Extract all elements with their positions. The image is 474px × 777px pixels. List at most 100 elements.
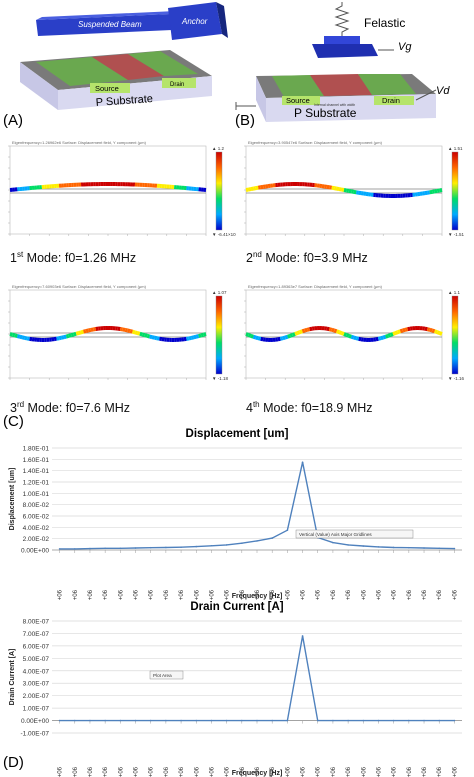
anchor-label: Anchor <box>181 17 208 26</box>
y-tick-label: 1.00E-01 <box>23 491 50 498</box>
x-tick-label: 1.44E+06 <box>376 766 382 777</box>
anchor-block <box>168 2 222 40</box>
x-tick-label: 1.45E+06 <box>437 589 443 600</box>
mode-shape-segment <box>257 336 262 341</box>
data-point <box>256 719 258 722</box>
layer-note: Internal channel with width <box>314 103 355 107</box>
x-axis-label: Frequency [Hz] <box>232 593 283 600</box>
mode-shape-segment <box>247 333 252 338</box>
mode-ordinal: 4 <box>246 401 253 416</box>
x-tick-label: 1.40E+06 <box>73 589 79 600</box>
mode-shape-segment <box>136 331 141 336</box>
mode-shape-segment <box>328 327 333 332</box>
x-tick-label: 1.41E+06 <box>164 766 170 777</box>
x-tick-label: 1.43E+06 <box>285 766 291 777</box>
x-tick-label: 1.45E+06 <box>437 766 443 777</box>
mode-shape-segment <box>296 330 301 335</box>
x-tick-label: 1.43E+06 <box>301 766 307 777</box>
data-point <box>180 719 182 722</box>
mode-shape-segment <box>85 328 89 334</box>
mode-shape-segment <box>200 332 205 338</box>
mode-shape-segment <box>380 335 384 341</box>
y-tick-label: -1.00E-07 <box>20 731 49 738</box>
data-point <box>453 547 456 550</box>
mode-shape-segment <box>68 333 72 338</box>
data-point <box>423 719 425 722</box>
displacement-chart-title: Displacement [um] <box>185 428 289 440</box>
data-point <box>149 546 152 549</box>
x-tick-label: 1.42E+06 <box>270 589 276 600</box>
mode-shape-segment <box>394 330 399 335</box>
substrate-label-b: P Substrate <box>294 106 357 120</box>
x-tick-label: 1.41E+06 <box>149 766 155 777</box>
x-tick-label: 1.40E+06 <box>58 589 64 600</box>
mode-shape-segment <box>151 335 156 340</box>
y-tick-label: 4.00E-07 <box>23 668 50 675</box>
x-tick-label: 1.44E+06 <box>407 589 413 600</box>
data-point <box>195 545 198 548</box>
mode-shape-segment <box>397 329 402 335</box>
mode-shape-segment <box>9 332 14 337</box>
data-point <box>301 461 304 463</box>
source-label: Source <box>95 84 119 93</box>
x-tick-label: 1.41E+06 <box>134 589 140 600</box>
channel-stripe-2 <box>310 74 372 96</box>
mode-shape-segment <box>348 333 353 339</box>
device-b-illustration: Felastic Vg Source Drain Internal channe… <box>235 2 450 122</box>
mode-frequency: Mode: f0=7.6 MHz <box>24 401 131 416</box>
gate-voltage-label: Vg <box>398 41 412 53</box>
annotation-text: Plot Area <box>153 673 172 678</box>
mode-shape-segment <box>335 329 340 335</box>
mode-shape-segment <box>193 334 197 340</box>
channel-green-left <box>36 57 128 86</box>
data-point <box>392 546 395 549</box>
data-point <box>241 719 243 722</box>
mode-shape-segment <box>250 333 255 339</box>
mode-shape-segment <box>306 327 311 332</box>
data-point <box>73 719 76 722</box>
x-tick-label: 1.41E+06 <box>149 589 155 600</box>
mode-frequency: Mode: f0=3.9 MHz <box>261 251 368 266</box>
x-tick-label: 1.44E+06 <box>361 766 367 777</box>
mode-shape-segment <box>301 328 306 334</box>
mode-frequency: Mode: f0=1.26 MHz <box>23 251 137 266</box>
spring-icon <box>334 2 350 36</box>
x-tick-label: 1.43E+06 <box>331 766 337 777</box>
data-point <box>392 719 395 722</box>
data-point <box>134 547 137 549</box>
data-point <box>89 719 91 722</box>
data-point <box>347 544 349 546</box>
mode-shape-segment <box>188 335 192 341</box>
x-tick-label: 1.44E+06 <box>361 589 367 600</box>
mode-ordinal: 2 <box>246 251 253 266</box>
data-point <box>210 719 213 722</box>
data-point <box>286 529 289 531</box>
drain-wire <box>415 89 437 101</box>
colorbar-max: ▲ 1.07 <box>212 290 227 295</box>
data-point <box>423 547 425 549</box>
x-tick-label: 1.40E+06 <box>103 589 109 600</box>
mode-shape-segment <box>431 328 436 334</box>
x-tick-label: 1.41E+06 <box>179 589 185 600</box>
y-tick-label: 6.00E-07 <box>23 643 50 650</box>
data-point <box>438 719 441 722</box>
mode-shape-segment <box>141 332 146 338</box>
mode-shape-segment <box>87 327 92 333</box>
data-point <box>119 547 122 550</box>
mode-shape-segment <box>124 327 129 333</box>
y-tick-label: 0.00E+00 <box>21 718 49 725</box>
mode-shape-segment <box>392 331 397 336</box>
suspended-beam <box>36 14 172 36</box>
x-tick-label: 1.41E+06 <box>194 766 200 777</box>
panel-label-b: (B) <box>235 112 255 129</box>
mode-shape-segment <box>338 330 343 335</box>
colorbar-max: ▲ 1.2 <box>212 146 224 151</box>
data-point <box>316 719 319 722</box>
device-a-illustration: Suspended Beam Anchor Source Drain P Sub… <box>20 2 228 110</box>
drain-label-b: Drain <box>382 96 400 105</box>
mode-shape-segment <box>282 335 286 341</box>
sim-title: Eigenfrequency=3.90547e6 Surface: Displa… <box>248 140 382 145</box>
mode-shape-segment <box>245 332 250 337</box>
displacement-chart: 0.00E+00 2.00E-02 4.00E-02 6.00E-02 8.00E-02… <box>9 446 462 600</box>
drain-label: Drain <box>170 82 184 88</box>
